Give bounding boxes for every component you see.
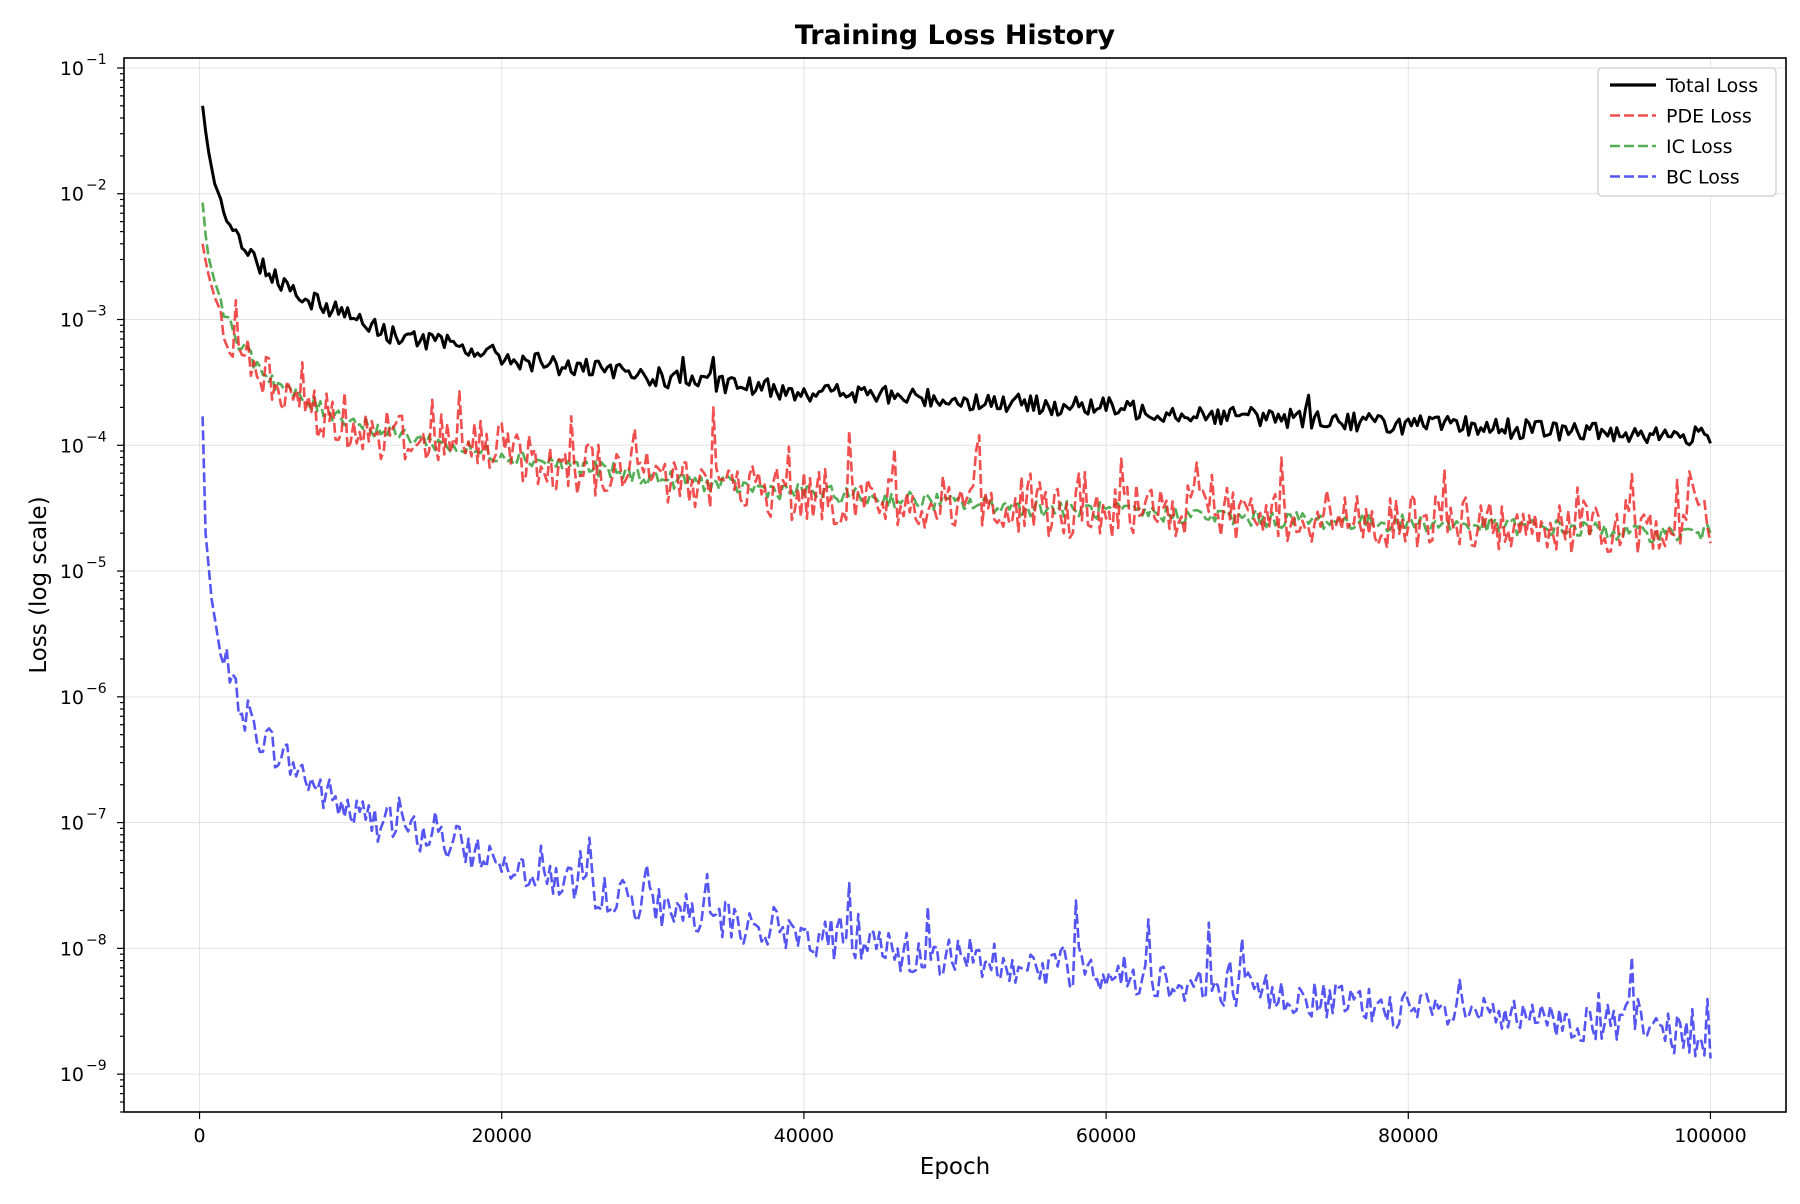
x-tick-label: 0 — [193, 1125, 205, 1147]
chart-title: Training Loss History — [795, 20, 1116, 51]
x-axis-ticks: 0 20000 40000 60000 80000 100000 — [193, 1112, 1747, 1147]
legend-entry: PDE Loss — [1666, 106, 1752, 128]
y-tick-exponent: −6 — [86, 681, 107, 697]
x-axis-label: Epoch — [920, 1154, 990, 1180]
y-tick-base: 10 — [60, 1064, 84, 1086]
y-axis-ticks: 10−110−210−310−410−510−610−710−810−9 — [60, 52, 124, 1113]
y-tick-base: 10 — [60, 938, 84, 960]
y-tick-exponent: −2 — [86, 178, 107, 194]
y-tick-base: 10 — [60, 435, 84, 457]
series-line-total-loss — [201, 105, 1712, 447]
y-tick-exponent: −9 — [86, 1058, 107, 1074]
y-tick-base: 10 — [60, 310, 84, 332]
series-line-ic-loss — [201, 202, 1712, 544]
y-tick-base: 10 — [60, 58, 84, 80]
y-tick-label: 10 — [60, 184, 84, 206]
y-tick-exponent: −1 — [86, 52, 107, 68]
y-tick-base: 10 — [60, 687, 84, 709]
y-tick-label: 10 — [60, 561, 84, 583]
series-line-bc-loss — [201, 416, 1712, 1059]
y-tick-exponent: −8 — [86, 932, 107, 948]
legend-entry: BC Loss — [1666, 167, 1740, 189]
legend-box — [1597, 67, 1777, 197]
y-tick-label: 10 — [60, 58, 84, 80]
y-tick-label: 10 — [60, 813, 84, 835]
y-tick-label: 10 — [60, 1064, 84, 1086]
y-tick-base: 10 — [60, 813, 84, 835]
legend-entry: IC Loss — [1666, 136, 1733, 158]
x-tick-label: 40000 — [774, 1125, 834, 1147]
y-tick-base: 10 — [60, 184, 84, 206]
plot-frame — [123, 57, 1787, 1113]
x-tick-label: 80000 — [1378, 1125, 1438, 1147]
legend-entry: Total Loss — [1665, 75, 1758, 97]
y-tick-exponent: −5 — [86, 555, 107, 571]
legend: Total Loss PDE Loss IC Loss BC Loss — [1597, 67, 1777, 197]
y-tick-label: 10 — [60, 435, 84, 457]
y-tick-base: 10 — [60, 561, 84, 583]
y-axis-label: Loss (log scale) — [26, 496, 52, 673]
y-tick-exponent: −3 — [86, 304, 107, 320]
series-lines — [201, 105, 1712, 1059]
series-line-pde-loss — [201, 243, 1712, 555]
y-tick-label: 10 — [60, 687, 84, 709]
grid — [124, 58, 1786, 1112]
y-tick-label: 10 — [60, 310, 84, 332]
x-tick-label: 60000 — [1076, 1125, 1136, 1147]
y-tick-exponent: −4 — [86, 429, 107, 445]
x-tick-label: 20000 — [472, 1125, 532, 1147]
y-tick-label: 10 — [60, 938, 84, 960]
y-tick-exponent: −7 — [86, 807, 107, 823]
x-tick-label: 100000 — [1674, 1125, 1747, 1147]
